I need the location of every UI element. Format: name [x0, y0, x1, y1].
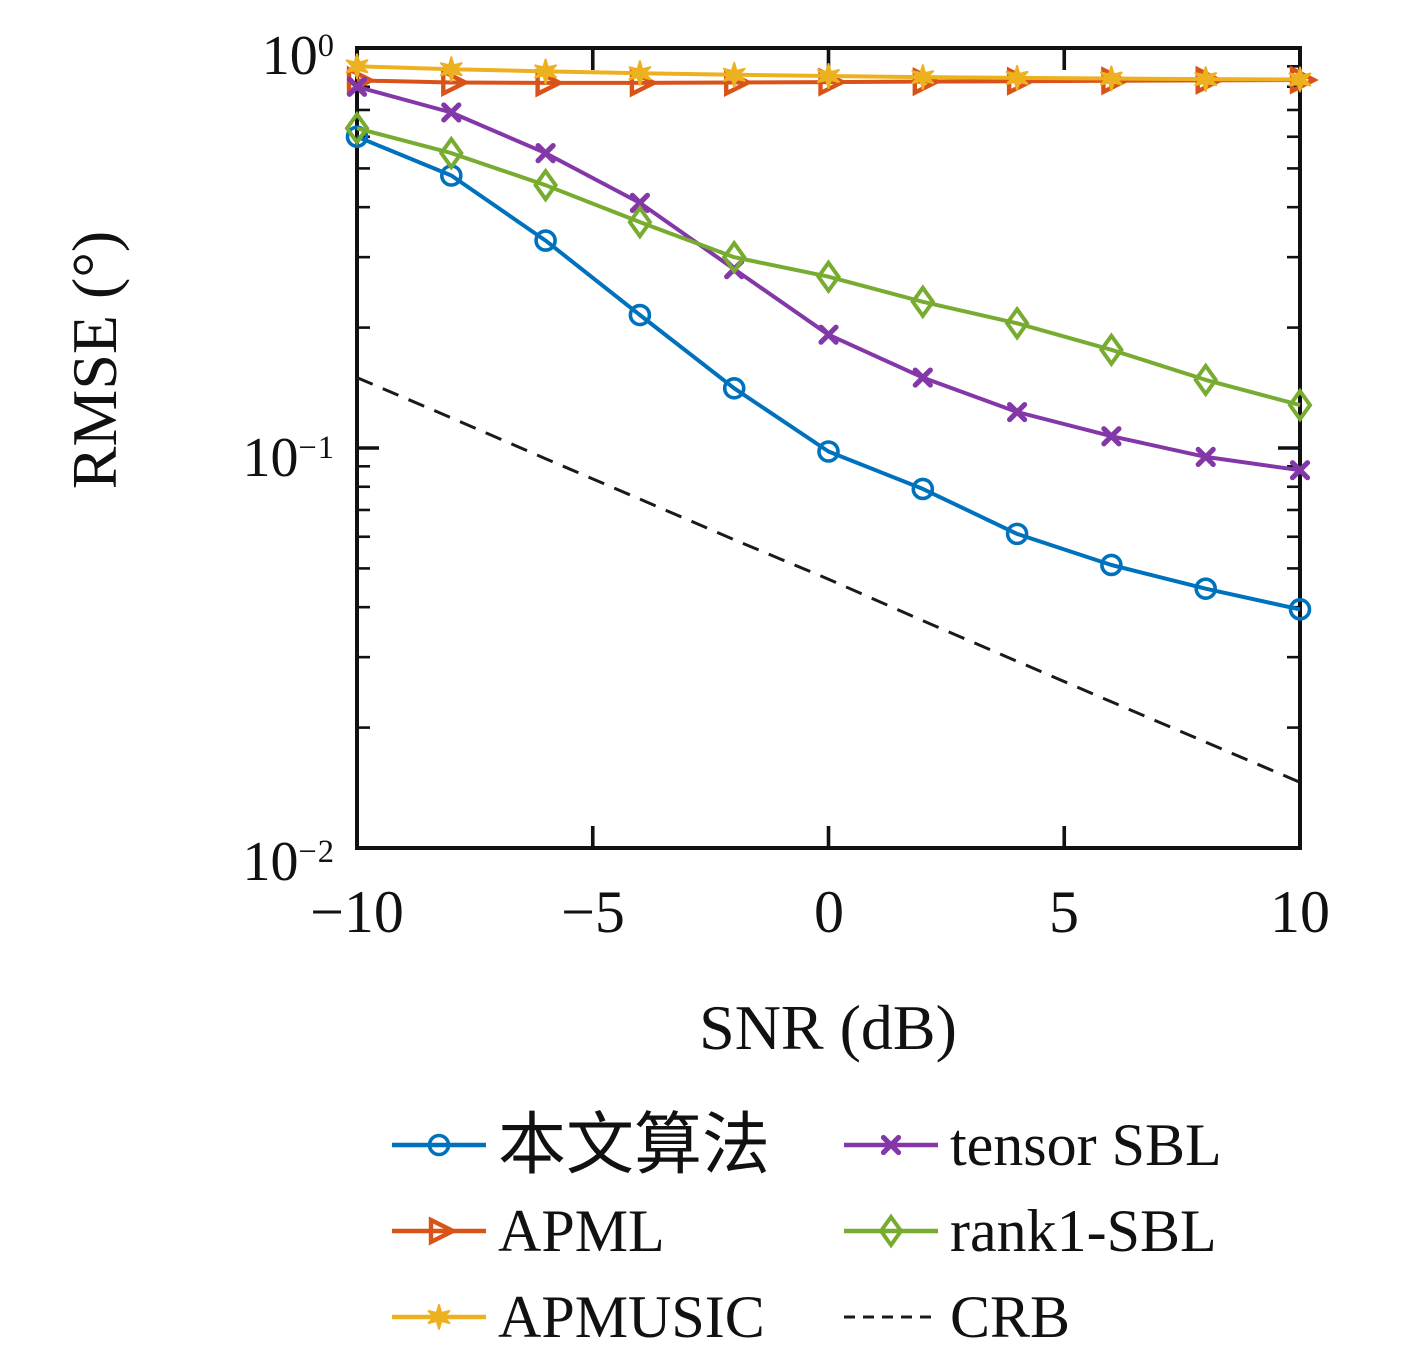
series-line-4 [356, 126, 1301, 408]
marker-diamond [533, 167, 559, 203]
marker-x [629, 192, 651, 213]
marker-diamond [438, 135, 464, 171]
marker-circle [1005, 522, 1029, 546]
y-tick-label-1e0: 100 [261, 24, 335, 87]
marker-star [534, 58, 557, 85]
marker-diamond [721, 239, 747, 275]
marker-star [628, 60, 652, 87]
marker-triangle-right [441, 67, 471, 98]
marker-circle [345, 125, 369, 149]
marker-circle [534, 229, 557, 252]
marker-star [427, 1304, 451, 1330]
marker-x [818, 324, 839, 345]
marker-x [346, 76, 368, 97]
legend-item-benwensuanfa: 本文算法 [388, 1110, 840, 1180]
marker-diamond [627, 204, 653, 240]
legend-label-apmusic: APMUSIC [498, 1284, 765, 1350]
marker-circle [628, 303, 652, 327]
series-line-0 [356, 134, 1301, 612]
y-tick-label-1e-2: 10−2 [242, 830, 335, 893]
marker-circle [1100, 553, 1123, 577]
marker-diamond [878, 1213, 904, 1249]
legend-swatch-tensor-sbl [844, 1134, 938, 1156]
x-tick-label-0: 0 [814, 879, 844, 945]
marker-star [817, 63, 840, 89]
marker-x [1289, 460, 1311, 481]
legend-item-crb: CRB [840, 1282, 1222, 1350]
marker-circle [722, 377, 746, 400]
legend-item-tensor-sbl: tensor SBL [840, 1110, 1222, 1180]
legend-label-apml: APML [498, 1198, 665, 1264]
legend-swatch-benwensuanfa [392, 1133, 486, 1157]
marker-circle [817, 440, 840, 463]
legend-label-tensor-sbl: tensor SBL [950, 1112, 1222, 1178]
marker-circle [427, 1133, 451, 1157]
legend-item-apmusic: APMUSIC [388, 1282, 840, 1350]
marker-star [1288, 66, 1312, 93]
marker-circle [1194, 577, 1217, 600]
plot-box [355, 46, 1302, 850]
marker-star [1100, 65, 1123, 92]
marker-x [1195, 446, 1216, 468]
marker-diamond [1004, 305, 1030, 341]
legend-item-apml: APML [388, 1196, 840, 1266]
x-tick-label-m10: −10 [310, 879, 404, 945]
marker-diamond [1287, 387, 1313, 423]
y-tick-label-1e-1: 10−1 [242, 426, 335, 489]
marker-x [441, 102, 462, 123]
marker-diamond [1193, 362, 1219, 398]
marker-diamond [816, 259, 841, 295]
marker-diamond [344, 110, 370, 146]
series-line-5 [356, 376, 1301, 784]
legend: 本文算法 tensor SBL APML rank1-SBL APMUSIC C… [388, 1102, 1222, 1350]
x-tick-label-10: 10 [1270, 879, 1330, 945]
marker-star [911, 64, 935, 91]
legend-swatch-crb [844, 1315, 932, 1319]
marker-triangle-right [428, 1216, 458, 1246]
legend-swatch-apml [392, 1216, 486, 1246]
marker-x [1006, 401, 1028, 423]
legend-swatch-apmusic [392, 1304, 486, 1330]
legend-label-crb: CRB [950, 1284, 1071, 1350]
x-tick-label-m5: −5 [561, 879, 625, 945]
x-axis-label: SNR (dB) [699, 992, 957, 1063]
marker-star [439, 56, 463, 83]
marker-star [1194, 66, 1218, 93]
marker-star [1005, 64, 1029, 91]
legend-label-rank1-sbl: rank1-SBL [950, 1198, 1217, 1264]
legend-item-rank1-sbl: rank1-SBL [840, 1196, 1222, 1266]
marker-star [345, 53, 369, 80]
marker-diamond [910, 284, 936, 320]
legend-label-benwensuanfa: 本文算法 [498, 1107, 771, 1183]
marker-diamond [1098, 332, 1124, 368]
marker-x [535, 143, 556, 164]
marker-triangle-right [535, 68, 565, 98]
marker-x [1101, 426, 1122, 447]
marker-x [912, 367, 933, 388]
x-tick-label-5: 5 [1049, 879, 1079, 945]
marker-circle [911, 477, 935, 501]
marker-x [880, 1134, 902, 1156]
legend-swatch-rank1-sbl [844, 1213, 938, 1249]
marker-star [722, 61, 746, 88]
marker-circle [1288, 598, 1312, 621]
